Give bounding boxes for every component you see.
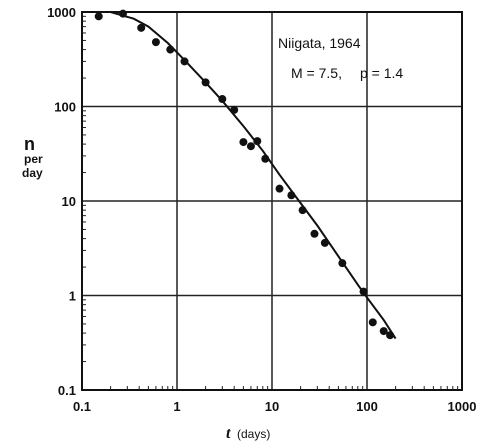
annotation: Niigata, 1964 M = 7.5, p = 1.4	[278, 35, 403, 81]
y-tick-label: 10	[62, 194, 76, 209]
data-point	[386, 331, 395, 340]
data-point	[298, 206, 307, 215]
data-point	[218, 95, 227, 104]
data-point	[137, 23, 146, 32]
data-point	[261, 154, 270, 163]
x-tick-label: 1	[173, 399, 180, 414]
fit-curve	[89, 11, 397, 340]
grid	[82, 12, 462, 390]
data-point	[239, 138, 248, 147]
x-axis-label-t: t	[226, 425, 231, 442]
y-axis-label-day: day	[22, 166, 43, 180]
x-tick-label: 10	[265, 399, 279, 414]
x-tick-label: 0.1	[73, 399, 91, 414]
plot-frame	[81, 11, 463, 391]
x-axis-label-unit: (days)	[237, 427, 270, 441]
y-axis-label: n per day	[22, 134, 43, 180]
data-point	[359, 287, 368, 296]
annotation-title: Niigata, 1964	[278, 35, 361, 51]
data-point	[166, 45, 175, 54]
y-axis-label-per: per	[24, 152, 43, 166]
data-point	[201, 78, 210, 87]
y-tick-label: 0.1	[58, 383, 76, 398]
data-point	[246, 142, 255, 151]
data-point	[310, 229, 319, 238]
y-tick-label: 1	[69, 289, 76, 304]
data-point	[275, 184, 284, 193]
annotation-magnitude: M = 7.5,	[291, 65, 342, 81]
x-axis-label: t (days)	[226, 425, 270, 442]
data-point	[230, 105, 239, 114]
x-tick-labels: 0.1 1 10 100 1000	[73, 399, 477, 414]
data-points	[94, 9, 395, 340]
data-point	[180, 57, 189, 66]
data-point	[151, 38, 160, 47]
data-point	[368, 318, 377, 327]
y-tick-label: 1000	[47, 5, 76, 20]
y-tick-labels: 0.1 1 10 100 1000	[47, 5, 76, 398]
data-point	[94, 12, 103, 21]
data-point	[379, 327, 388, 336]
x-tick-label: 100	[356, 399, 378, 414]
data-point	[118, 9, 127, 18]
annotation-p-value: p = 1.4	[360, 65, 403, 81]
y-axis-label-n: n	[24, 134, 35, 154]
y-tick-label: 100	[54, 100, 76, 115]
data-point	[320, 238, 329, 247]
data-point	[287, 191, 296, 200]
x-tick-label: 1000	[448, 399, 477, 414]
data-point	[253, 137, 262, 146]
data-point	[338, 259, 347, 268]
